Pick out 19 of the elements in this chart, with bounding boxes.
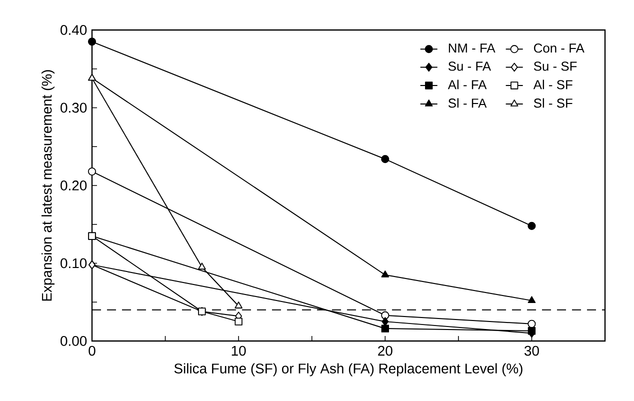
y-tick-label: 0.20	[60, 180, 87, 190]
x-tick-label: 30	[524, 346, 539, 356]
y-tick-label: 0.00	[60, 336, 87, 346]
legend-label: Al - SF	[533, 80, 572, 90]
y-tick-label: 0.30	[60, 102, 87, 113]
y-tick-label: 0.10	[60, 258, 87, 268]
y-tick-label: 0.40	[60, 25, 87, 35]
x-axis-title: Silica Fume (SF) or Fly Ash (FA) Replacement Level (%)	[174, 363, 522, 376]
x-tick-label: 20	[378, 346, 392, 356]
legend-label: Su - FA	[448, 62, 492, 71]
legend-label: NM - FA	[448, 44, 496, 52]
x-tick-label: 10	[232, 346, 246, 356]
legend-label: Al - FA	[448, 80, 487, 90]
legend-label: Sl - FA	[448, 98, 487, 108]
legend-label: Sl - SF	[534, 98, 572, 108]
legend-label: Con - FA	[534, 44, 584, 53]
legend-label: Su - SF	[534, 62, 577, 71]
x-tick-label: 0	[88, 346, 96, 356]
y-axis-title: Expansion at latest measurement (%)	[42, 70, 55, 301]
